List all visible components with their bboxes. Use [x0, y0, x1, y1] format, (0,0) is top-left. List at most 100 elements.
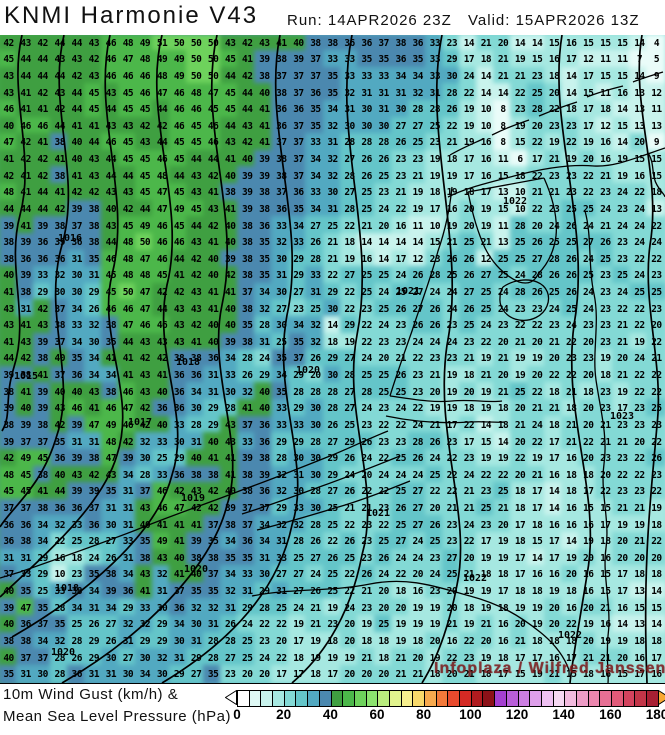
gust-color-cell: [356, 498, 377, 519]
gust-color-cell: [339, 432, 360, 452]
gust-color-cell: [424, 166, 445, 186]
gust-color-cell: [254, 199, 275, 220]
gust-color-cell: [407, 133, 428, 153]
gust-color-cell: [561, 50, 582, 70]
gust-color-cell: [169, 498, 190, 519]
gust-color-cell: [305, 83, 326, 103]
gust-color-cell: [424, 365, 445, 386]
gust-color-cell: [510, 465, 531, 486]
gust-color-cell: [407, 515, 428, 535]
gust-color-cell: [15, 149, 36, 170]
gust-color-cell: [527, 399, 548, 419]
gust-color-cell: [152, 415, 173, 436]
gust-color-cell: [356, 116, 377, 137]
gust-color-cell: [322, 249, 343, 270]
colorbar-box: [261, 691, 274, 706]
gust-color-cell: [15, 83, 36, 103]
legend-footer: 10m Wind Gust (km/h) & Mean Sea Level Pr…: [0, 684, 665, 735]
gust-color-cell: [595, 83, 616, 103]
gust-color-cell: [134, 35, 155, 54]
nl-de-border: [584, 210, 610, 683]
gust-color-cell: [32, 349, 53, 369]
gust-color-cell: [458, 83, 479, 103]
gust-color-cell: [305, 249, 326, 270]
gust-color-cell: [152, 482, 173, 502]
gust-color-cell: [578, 83, 599, 103]
gust-color-cell: [510, 515, 531, 535]
gust-color-cell: [305, 50, 326, 70]
gust-color-cell: [32, 332, 53, 353]
gust-color-cell: [629, 166, 650, 186]
gust-color-cell: [544, 232, 565, 253]
gust-color-cell: [254, 316, 275, 336]
gust-color-cell: [544, 482, 565, 502]
gust-color-cell: [134, 199, 155, 220]
delta-waterway: [241, 455, 401, 515]
gust-color-cell: [49, 249, 70, 270]
gust-color-cell: [475, 83, 496, 103]
gust-color-cell: [578, 100, 599, 120]
gust-color-cell: [578, 232, 599, 253]
gust-color-cell: [0, 415, 19, 436]
gust-color-cell: [305, 166, 326, 186]
gust-color-cell: [32, 465, 53, 486]
gust-color-cell: [220, 532, 241, 552]
gust-color-cell: [510, 66, 531, 87]
gust-color-cell: [237, 166, 258, 186]
gust-color-cell: [629, 199, 650, 220]
gust-color-cell: [186, 100, 207, 120]
gust-color-cell: [390, 448, 411, 469]
gust-color-cell: [0, 548, 19, 569]
gust-color-cell: [544, 332, 565, 353]
gust-color-cell: [527, 249, 548, 270]
gust-color-cell: [373, 232, 394, 253]
gust-color-cell: [561, 66, 582, 87]
gust-color-cell: [424, 249, 445, 270]
gust-color-cell: [646, 66, 665, 87]
gust-color-cell: [186, 116, 207, 137]
isobar-pressure-label: 1016: [58, 233, 82, 244]
gust-color-cell: [612, 100, 633, 120]
gust-color-cell: [117, 282, 138, 303]
gust-color-cell: [32, 498, 53, 519]
gust-color-cell: [322, 166, 343, 186]
gust-color-cell: [646, 448, 665, 469]
gust-color-cell: [83, 83, 104, 103]
gust-color-cell: [390, 299, 411, 319]
gust-color-cell: [32, 133, 53, 153]
gust-color-cell: [203, 249, 224, 270]
gust-color-cell: [288, 282, 309, 303]
gust-color-cell: [544, 216, 565, 236]
isobar-lines: [0, 35, 660, 683]
isobar-line: [11, 35, 179, 638]
gust-color-cell: [117, 316, 138, 336]
isobar-line: [558, 35, 592, 683]
gust-color-cell: [203, 299, 224, 319]
colorbar-tick-label: 40: [322, 707, 338, 722]
gust-color-cell: [117, 83, 138, 103]
gust-color-cell: [458, 282, 479, 303]
gust-color-cell: [66, 382, 87, 402]
gust-color-cell: [458, 532, 479, 552]
colorbar-box: [436, 691, 449, 706]
gust-color-cell: [390, 35, 411, 54]
gust-color-cell: [203, 199, 224, 220]
gust-color-cell: [49, 35, 70, 54]
gust-color-cell: [493, 249, 514, 270]
gust-color-cell: [83, 183, 104, 203]
gust-color-cell: [32, 100, 53, 120]
gust-color-cell: [441, 100, 462, 120]
colorbar-tick-label: 140: [552, 707, 575, 722]
gust-color-cell: [527, 66, 548, 87]
gust-color-cell: [475, 498, 496, 519]
gust-color-cell: [322, 382, 343, 402]
gust-color-cell: [458, 349, 479, 369]
gust-color-cell: [595, 66, 616, 87]
gust-color-cell: [117, 35, 138, 54]
isobar-pressure-label: 1018: [55, 583, 79, 594]
gust-color-cell: [32, 183, 53, 203]
gust-color-cell: [544, 316, 565, 336]
gust-color-cell: [612, 532, 633, 552]
gust-color-cell: [32, 35, 53, 54]
gust-color-cell: [100, 498, 121, 519]
